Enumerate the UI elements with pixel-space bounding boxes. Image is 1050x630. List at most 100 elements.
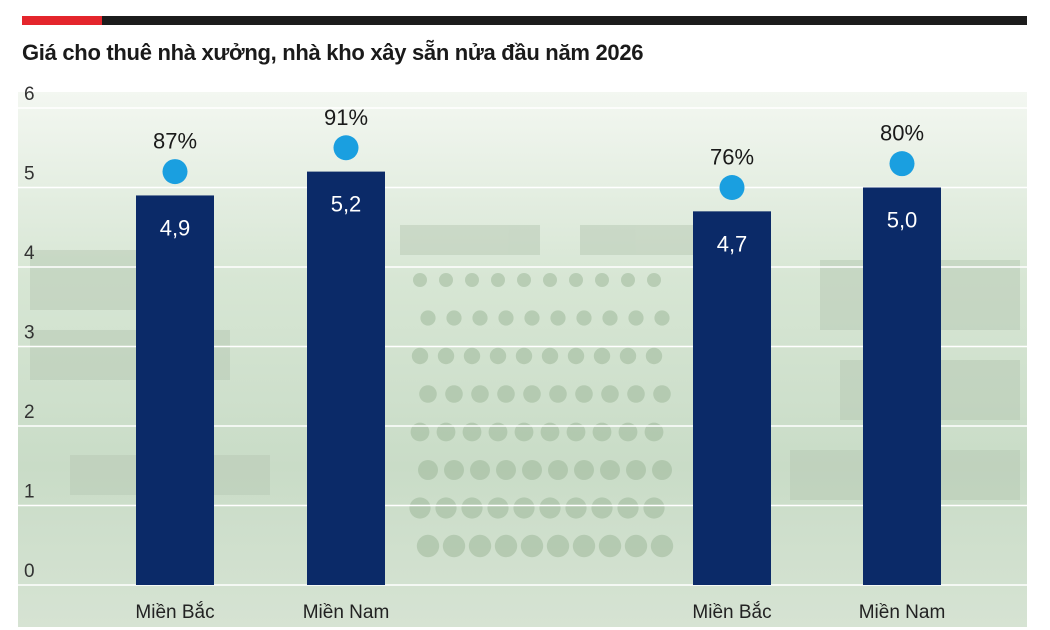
scenery-tree	[409, 497, 431, 519]
scenery-tree	[468, 534, 492, 558]
rate-label: 87%	[153, 129, 197, 154]
scenery-tree	[543, 273, 557, 287]
bar	[863, 187, 941, 585]
scenery-tree	[593, 347, 611, 365]
category-label: Miền Bắc	[692, 601, 771, 623]
scenery-tree	[463, 347, 481, 365]
scenery-tree	[439, 273, 453, 287]
scenery-tree	[598, 534, 622, 558]
scenery-tree	[595, 273, 609, 287]
scenery-tree	[618, 422, 638, 442]
scenery-tree	[435, 497, 457, 519]
rate-dot	[162, 159, 188, 185]
bar	[307, 171, 385, 585]
scenery-tree	[444, 460, 464, 480]
scenery-tree	[567, 347, 585, 365]
chart-title: Giá cho thuê nhà xưởng, nhà kho xây sẵn …	[22, 40, 644, 65]
scenery-tree	[497, 385, 515, 403]
bar-value-label: 5,0	[887, 208, 918, 233]
scenery-tree	[575, 385, 593, 403]
scenery-tree	[436, 422, 456, 442]
scenery-tree	[524, 310, 540, 326]
scenery-tree	[420, 310, 436, 326]
scenery-tree	[621, 273, 635, 287]
y-tick-label: 2	[24, 402, 35, 423]
bar-value-label: 4,9	[160, 215, 191, 240]
y-tick-label: 4	[24, 243, 35, 264]
scenery-tree	[419, 385, 437, 403]
scenery-tree	[487, 497, 509, 519]
scenery-tree	[520, 534, 544, 558]
scenery-tree	[488, 422, 508, 442]
scenery-tree	[496, 460, 516, 480]
scenery-tree	[416, 534, 440, 558]
scenery-tree	[628, 310, 644, 326]
rate-label: 80%	[880, 121, 924, 146]
rate-label: 76%	[710, 145, 754, 170]
scenery-tree	[515, 347, 533, 365]
scenery-tree	[566, 422, 586, 442]
y-tick-label: 5	[24, 164, 35, 185]
scenery-tree	[517, 273, 531, 287]
scenery-tree	[654, 310, 670, 326]
scenery-tree	[549, 385, 567, 403]
scenery-tree	[498, 310, 514, 326]
scenery-tree	[445, 385, 463, 403]
scenery-tree	[470, 460, 490, 480]
scenery-tree	[574, 460, 594, 480]
y-tick-label: 6	[24, 84, 35, 105]
scenery-roof	[400, 225, 540, 255]
scenery-tree	[592, 422, 612, 442]
y-axis-ticks: 0 1 2 3 4 5 6	[24, 84, 35, 582]
scenery-tree	[472, 310, 488, 326]
scenery-tree	[617, 497, 639, 519]
scenery-tree	[652, 460, 672, 480]
scenery-tree	[446, 310, 462, 326]
scenery-tree	[418, 460, 438, 480]
rate-dot	[889, 151, 915, 177]
y-tick-label: 0	[24, 561, 35, 582]
scenery-tree	[465, 273, 479, 287]
scenery-tree	[565, 497, 587, 519]
scenery-tree	[548, 460, 568, 480]
scenery-tree	[462, 422, 482, 442]
scenery-tree	[413, 273, 427, 287]
scenery-tree	[569, 273, 583, 287]
y-tick-label: 1	[24, 482, 35, 503]
scenery-tree	[576, 310, 592, 326]
category-label: Miền Nam	[303, 602, 390, 623]
scenery-tree	[650, 534, 674, 558]
rate-dot	[333, 135, 359, 161]
y-tick-label: 3	[24, 323, 35, 344]
category-label: Miền Nam	[859, 602, 946, 623]
scenery-tree	[540, 422, 560, 442]
scenery-tree	[602, 310, 618, 326]
scenery-tree	[601, 385, 619, 403]
scenery-tree	[645, 347, 663, 365]
rate-label: 91%	[324, 105, 368, 130]
category-label: Miền Bắc	[135, 601, 214, 623]
scenery-tree	[626, 460, 646, 480]
scenery-tree	[546, 534, 570, 558]
scenery-tree	[491, 273, 505, 287]
scenery-tree	[513, 497, 535, 519]
scenery-tree	[643, 497, 665, 519]
bar	[136, 195, 214, 585]
scenery-tree	[461, 497, 483, 519]
scenery-tree	[572, 534, 596, 558]
scenery-tree	[514, 422, 534, 442]
scenery-tree	[647, 273, 661, 287]
scenery-tree	[591, 497, 613, 519]
bar-value-label: 5,2	[331, 192, 362, 217]
scenery-tree	[489, 347, 507, 365]
scenery-tree	[411, 347, 429, 365]
scenery-tree	[494, 534, 518, 558]
rate-dot	[719, 175, 745, 200]
bars: 4,9 87% Miền Bắc 5,2 91% Miền Nam 4,7 76% Miền B…	[135, 105, 945, 623]
scenery-tree	[653, 385, 671, 403]
scenery-tree	[541, 347, 559, 365]
bar-value-label: 4,7	[717, 231, 748, 256]
scenery-tree	[600, 460, 620, 480]
scenery-tree	[522, 460, 542, 480]
